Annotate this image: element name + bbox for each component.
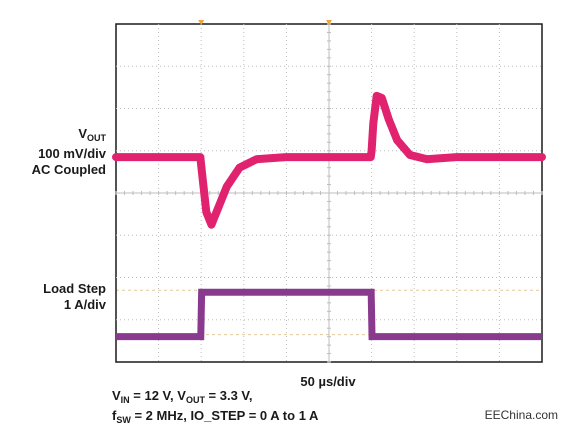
load-step-name: Load Step: [43, 281, 106, 296]
vout-trace: [112, 91, 546, 229]
scope-grid: [115, 23, 543, 363]
load-step-scale: 1 A/div: [63, 297, 106, 312]
load-step-trace: [116, 288, 542, 341]
trigger-marker: [198, 20, 205, 25]
test-conditions: VIN = 12 V, VOUT = 3.3 V, fSW = 2 MHz, I…: [112, 388, 319, 425]
load-step-channel-label: Load Step 1 A/div: [4, 281, 106, 313]
vout-scale: 100 mV/div: [38, 146, 106, 161]
timebase-label: 50 µs/div: [300, 374, 356, 389]
trigger-marker: [326, 20, 332, 25]
vout-channel-label: VOUT 100 mV/div AC Coupled: [4, 126, 106, 178]
trigger-markers: [198, 20, 332, 25]
watermark: EEChina.com: [484, 408, 558, 422]
vout-coupling: AC Coupled: [31, 162, 106, 177]
